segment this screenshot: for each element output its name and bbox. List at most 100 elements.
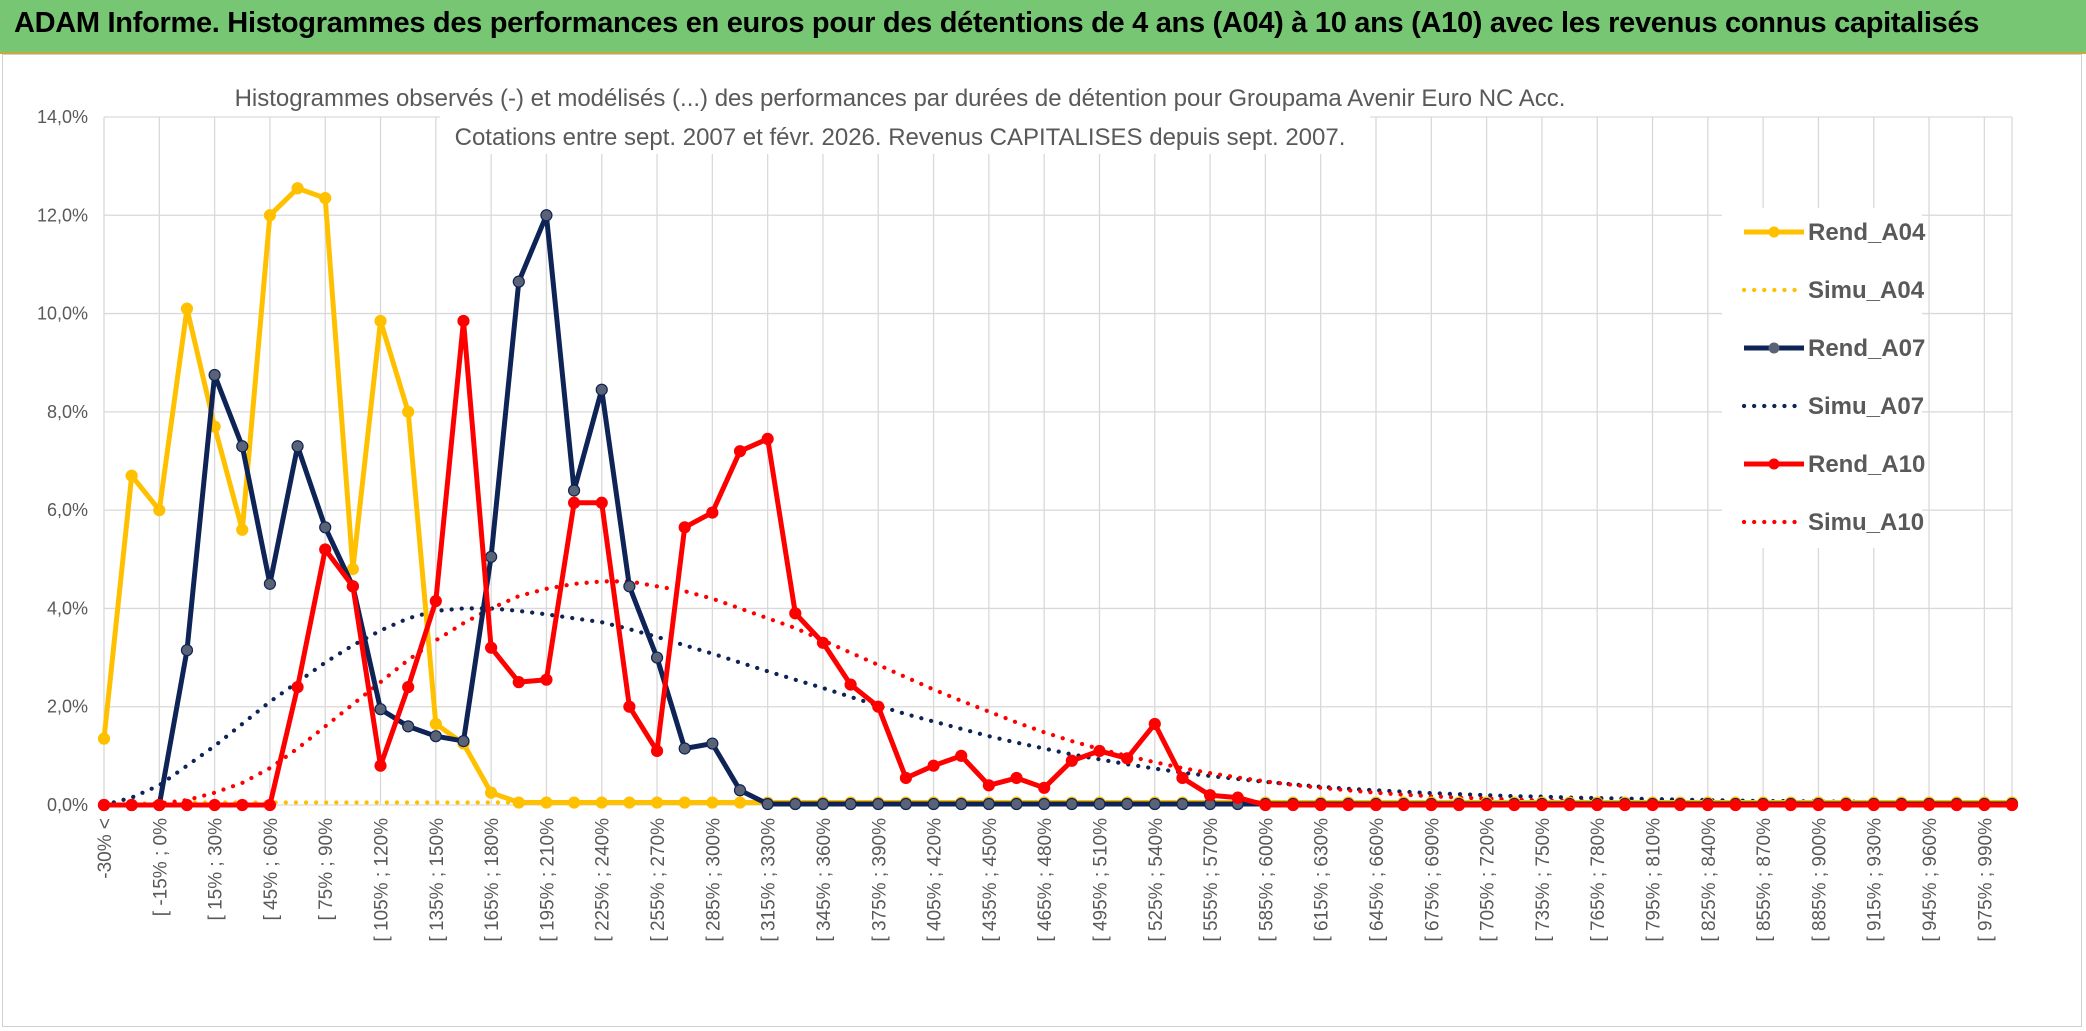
point-Rend_A07 [789,797,802,811]
y-tick-label: 14,0% [37,107,88,127]
point-Rend_A10 [1259,798,1272,812]
point-Rend_A10 [1286,798,1300,812]
chart-title-line-1: Histogrammes observés (-) et modélisés (… [235,85,1566,112]
point-Rend_A04 [650,796,664,809]
x-tick-label: [ 645% ; 660% [1367,818,1388,942]
point-Rend_A10 [595,496,608,509]
chart-title-line-2: Cotations entre sept. 2007 et févr. 2026… [455,124,1346,151]
legend-item-Simu_A07: Simu_A07 [1741,393,1924,420]
point-Rend_A10 [1093,744,1106,758]
point-Rend_A07 [319,521,332,534]
point-Rend_A10 [346,580,359,593]
point-Rend_A10 [1010,771,1023,785]
point-Rend_A10 [761,432,774,445]
x-tick-label: [ 885% ; 900% [1809,818,1830,942]
point-Rend_A10 [263,798,277,812]
point-Rend_A10 [319,543,332,556]
point-Rend_A10 [429,594,442,608]
point-Rend_A10 [402,680,415,694]
point-Rend_A07 [512,275,525,288]
x-tick-label: [ 555% ; 570% [1201,818,1222,942]
point-Rend_A07 [402,720,415,733]
point-Rend_A10 [512,676,525,689]
legend-label: Rend_A10 [1808,451,1925,478]
point-Rend_A10 [208,798,221,812]
point-Rend_A10 [1038,781,1051,794]
x-tick-label: [ 975% ; 990% [1975,818,1996,942]
chart-title: Histogrammes observés (-) et modélisés (… [196,78,1606,154]
series-Rend_A10 [97,314,2019,812]
x-tick-label: [ 315% ; 330% [759,818,780,942]
point-Rend_A10 [1425,798,1438,812]
x-tick-label: [ 735% ; 750% [1533,818,1554,942]
point-Rend_A07 [1038,797,1051,811]
legend: Rend_A04 Simu_A04 Rend_A07 Simu_A07 Rend_A10… [1722,208,1926,548]
point-Rend_A07 [374,703,387,716]
legend-label: Simu_A10 [1808,509,1924,536]
x-tick-label: [ 165% ; 180% [482,818,503,942]
legend-label: Simu_A07 [1808,393,1924,420]
point-Rend_A10 [816,636,830,649]
point-Rend_A04 [595,796,608,809]
point-Rend_A10 [1812,798,1825,812]
x-tick-label: [ 585% ; 600% [1256,818,1277,942]
point-Rend_A10 [899,771,913,785]
point-Rend_A04 [733,796,747,809]
point-Rend_A07 [1121,797,1134,811]
point-Rend_A07 [1065,797,1078,811]
point-Rend_A07 [927,797,940,811]
x-tick-label: [ 225% ; 240% [593,818,614,942]
point-Rend_A10 [733,445,747,458]
chart-frame [2,54,2082,1027]
x-tick-label: [ 705% ; 720% [1478,818,1499,942]
series [97,182,2019,812]
point-Rend_A10 [872,700,885,713]
point-Rend_A07 [955,797,968,811]
point-Rend_A04 [706,796,719,809]
point-Rend_A10 [1701,798,1714,812]
point-Rend_A07 [706,737,719,750]
point-Rend_A07 [844,797,857,811]
point-Rend_A10 [650,744,664,758]
point-Rend_A04 [180,302,194,315]
point-Rend_A10 [485,641,498,654]
x-tick-label: [ 105% ; 120% [372,818,393,942]
point-Rend_A10 [706,506,719,519]
x-tick-label: [ 915% ; 930% [1865,818,1886,942]
legend-label: Simu_A04 [1808,277,1925,304]
point-Rend_A10 [125,798,138,812]
point-Rend_A04 [236,523,249,536]
x-tick-label: [ 825% ; 840% [1699,818,1720,942]
point-Rend_A07 [485,550,498,563]
point-Rend_A07 [733,784,747,797]
point-Rend_A07 [872,797,885,811]
point-Rend_A10 [1535,798,1549,812]
point-Rend_A10 [1203,789,1217,802]
point-Rend_A04 [623,796,636,809]
point-Rend_A10 [789,607,802,620]
x-tick-label: [ 945% ; 960% [1920,818,1941,942]
point-Rend_A04 [125,469,138,482]
x-tick-label: [ 675% ; 690% [1422,818,1443,942]
x-tick-label: [ 465% ; 480% [1035,818,1056,942]
point-Rend_A10 [1369,798,1383,812]
series-Simu_A07 [101,606,2015,808]
x-tick-label: [ 765% ; 780% [1588,818,1609,942]
point-Rend_A10 [97,798,111,812]
point-Rend_A10 [1342,798,1355,812]
x-tick-label: [ 375% ; 390% [869,818,890,942]
x-tick-label: [ 45% ; 60% [261,818,282,921]
point-Rend_A10 [291,680,304,694]
point-Rend_A10 [1674,798,1687,812]
point-Rend_A10 [1508,798,1521,812]
x-tick-label: -30% < [95,818,116,879]
point-Rend_A04 [512,796,525,809]
point-Rend_A07 [816,797,830,811]
point-Rend_A07 [623,580,636,593]
point-Rend_A07 [678,742,691,755]
y-tick-label: 0,0% [47,795,88,815]
point-Rend_A07 [180,644,194,657]
y-tick-label: 12,0% [37,205,88,225]
point-Rend_A10 [1314,798,1327,812]
